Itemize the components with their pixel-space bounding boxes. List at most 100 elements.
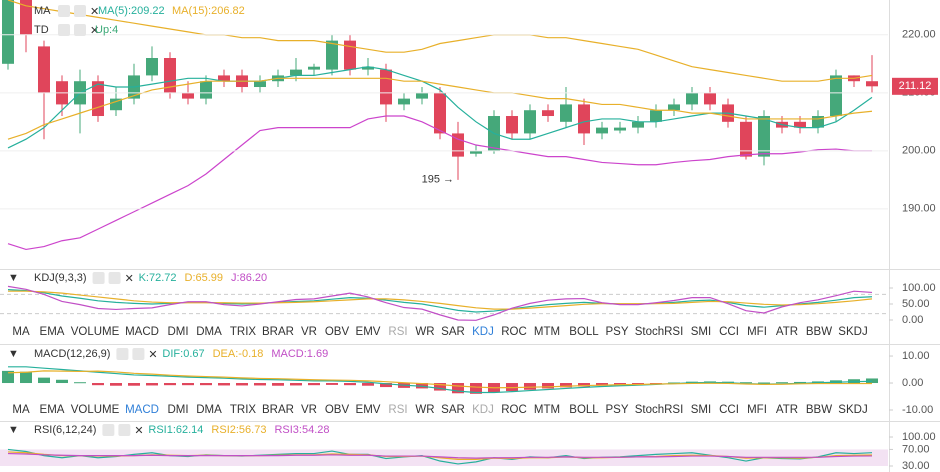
y-tick-label: 50.00 [902,298,930,310]
indicator-tab[interactable]: CCI [719,326,739,338]
candle-body [20,0,32,35]
indicator-tab[interactable]: MTM [534,404,560,416]
candle-body [812,116,824,128]
histogram-bar [326,383,338,385]
legend-title: MA [34,5,51,17]
legend-icon[interactable] [92,272,105,284]
histogram-bar [110,383,122,386]
histogram-bar [452,383,464,394]
candle-body [650,110,662,122]
indicator-tab[interactable]: EMA [40,326,65,338]
collapse-icon[interactable]: ▼ [8,348,19,360]
histogram-bar [74,382,86,384]
legend-icon[interactable] [118,424,131,436]
indicator-tab[interactable]: StochRSI [635,404,684,416]
indicator-tab[interactable]: SKDJ [838,404,867,416]
y-tick-label: 220.00 [902,29,936,41]
indicator-tab[interactable]: OBV [325,404,350,416]
indicator-tab[interactable]: MACD [125,404,159,416]
legend-icon-close[interactable]: ✕ [148,349,157,361]
indicator-tab[interactable]: PSY [605,326,628,338]
legend-icon[interactable] [74,5,86,17]
histogram-bar [290,383,302,386]
indicator-tab[interactable]: DMI [167,404,188,416]
indicator-tab[interactable]: ROC [501,404,527,416]
indicator-tab[interactable]: VOLUME [71,404,120,416]
indicator-tab[interactable]: KDJ [472,326,494,338]
histogram-bar [794,381,806,384]
indicator-tab[interactable]: BBW [806,404,832,416]
indicator-tab[interactable]: KDJ [472,404,494,416]
indicator-tab[interactable]: MACD [125,326,159,338]
legend-icon[interactable] [74,24,86,36]
legend-icon-close[interactable]: ✕ [134,425,143,437]
indicator-tab[interactable]: SAR [441,326,465,338]
histogram-bar [308,383,320,386]
indicator-tab[interactable]: BRAR [262,404,294,416]
histogram-bar [470,383,482,394]
indicator-tab[interactable]: DMA [196,404,222,416]
legend-icon-close[interactable]: ✕ [90,25,99,37]
indicator-tab[interactable]: TRIX [230,404,257,416]
legend-icon-close[interactable]: ✕ [90,6,99,18]
candle-body [758,116,770,157]
indicator-tab[interactable]: EMV [356,326,381,338]
y-tick-label: 0.00 [902,377,923,389]
candle-body [524,110,536,134]
legend-entry: Up:4 [95,24,118,36]
indicator-tab[interactable]: MFI [747,326,767,338]
legend-icon[interactable] [116,348,129,360]
indicator-tab[interactable]: WR [415,326,434,338]
indicator-tab[interactable]: BBW [806,326,832,338]
panel [2,0,878,251]
collapse-icon[interactable]: ▼ [8,424,19,436]
legend-icon[interactable] [108,272,121,284]
collapse-icon[interactable]: ▼ [8,272,19,284]
indicator-tab[interactable]: WR [415,404,434,416]
indicator-tab[interactable]: RSI [388,326,407,338]
indicator-tab[interactable]: DMA [196,326,222,338]
indicator-tab[interactable]: BRAR [262,326,294,338]
indicator-tab[interactable]: VR [301,404,317,416]
histogram-bar [380,383,392,388]
legend-icon[interactable] [58,5,70,17]
legend-icon[interactable] [102,424,115,436]
candle-body [866,81,878,87]
indicator-tab[interactable]: PSY [605,404,628,416]
indicator-tab[interactable]: DMI [167,326,188,338]
legend-icon-close[interactable]: ✕ [125,273,134,285]
histogram-bar [776,382,788,384]
indicator-tab[interactable]: StochRSI [635,326,684,338]
indicator-tab[interactable]: MA [12,404,30,416]
indicator-tab[interactable]: MFI [747,404,767,416]
indicator-tab[interactable]: CCI [719,404,739,416]
indicator-tab[interactable]: ROC [501,326,527,338]
indicator-tab[interactable]: SAR [441,404,465,416]
panel [0,285,888,321]
legend-icon[interactable] [58,24,70,36]
indicator-tab[interactable]: OBV [325,326,350,338]
indicator-tab[interactable]: EMV [356,404,381,416]
indicator-line [7,448,873,465]
last-price-box [892,77,938,95]
candle-body [560,104,572,122]
legend-icon[interactable] [132,348,145,360]
indicator-tab[interactable]: SMI [691,404,711,416]
histogram-bar [272,383,284,386]
indicator-tab[interactable]: BOLL [569,404,599,416]
indicator-tab[interactable]: TRIX [230,326,257,338]
indicator-tab[interactable]: SKDJ [838,326,867,338]
indicator-tab[interactable]: BOLL [569,326,599,338]
ma-line [7,77,873,140]
indicator-tab[interactable]: VOLUME [71,326,120,338]
indicator-tab[interactable]: ATR [776,326,798,338]
indicator-tab[interactable]: VR [301,326,317,338]
indicator-tab[interactable]: EMA [40,404,65,416]
indicator-tab[interactable]: ATR [776,404,798,416]
indicator-tab[interactable]: RSI [388,404,407,416]
indicator-tab[interactable]: MTM [534,326,560,338]
indicator-tab[interactable]: MA [12,326,30,338]
indicator-tab[interactable]: SMI [691,326,711,338]
indicator-line [8,290,873,310]
